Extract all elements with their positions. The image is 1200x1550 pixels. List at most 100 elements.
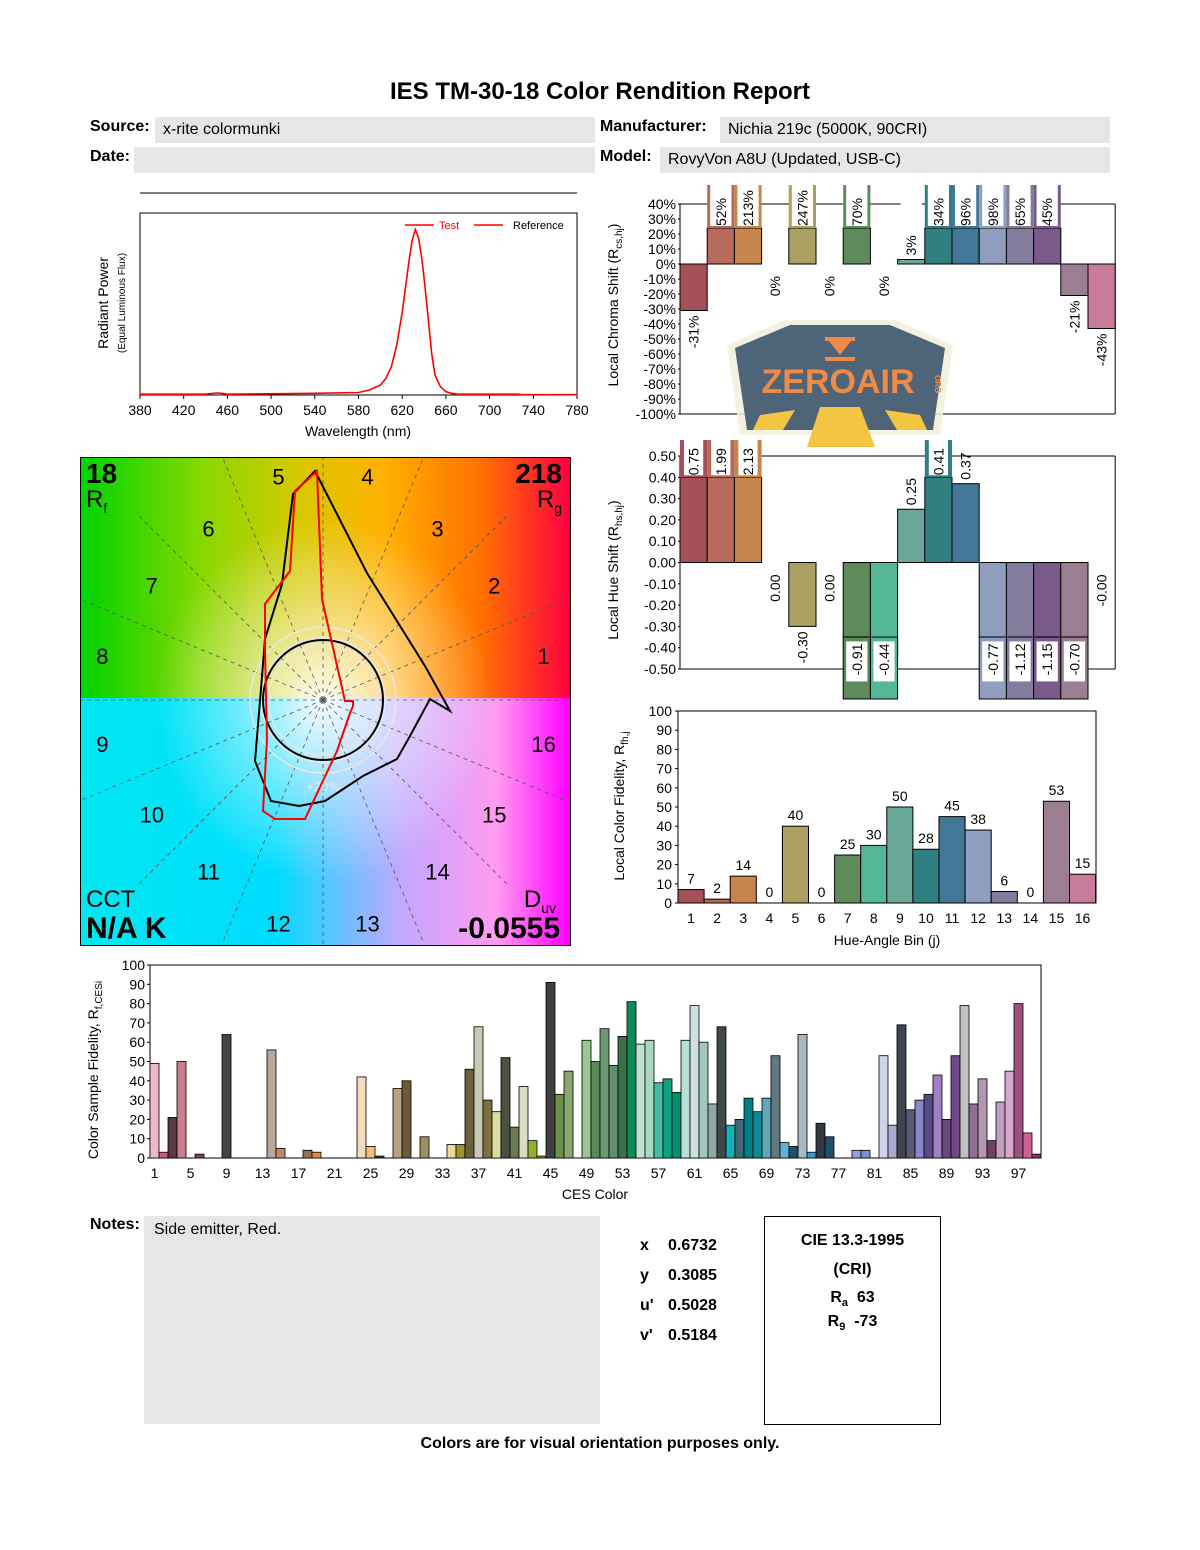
ces-bar bbox=[923, 1093, 934, 1159]
hue-bin-label: 14 bbox=[425, 859, 449, 884]
fidelity-bar bbox=[1042, 800, 1070, 904]
fidelity-ytick-label: 90 bbox=[656, 722, 672, 738]
fidelity-xtick-label: 9 bbox=[896, 910, 904, 926]
hue-bin-label: 5 bbox=[272, 464, 284, 489]
chroma-bar-label: 45% bbox=[1039, 198, 1055, 226]
hue-bar-label: -0.91 bbox=[849, 643, 865, 675]
watermark-ray-center bbox=[807, 407, 875, 447]
fidelity-bar-label: 2 bbox=[713, 880, 721, 896]
watermark-ray-left bbox=[753, 410, 795, 430]
ces-bar bbox=[806, 1151, 817, 1159]
ces-bar bbox=[689, 1005, 700, 1159]
ces-bar bbox=[1031, 1153, 1042, 1159]
ces-bar bbox=[671, 1091, 682, 1159]
ring-inner bbox=[249, 626, 397, 774]
spd-xtick-label: 620 bbox=[391, 402, 415, 418]
ces-bar bbox=[419, 1136, 430, 1159]
ces-ytick-label: 60 bbox=[129, 1034, 145, 1050]
spd-xtick-label: 500 bbox=[259, 402, 283, 418]
ces-xtick-label: 89 bbox=[939, 1165, 955, 1181]
chroma-bar bbox=[679, 263, 708, 311]
fidelity-xtick-label: 14 bbox=[1023, 910, 1039, 926]
ces-bar bbox=[860, 1149, 871, 1159]
fidelity-bar-label: 0 bbox=[1026, 884, 1034, 900]
watermark-triangle-icon bbox=[828, 340, 852, 355]
chroma-bar-label: 96% bbox=[958, 198, 974, 226]
fidelity-bar bbox=[860, 844, 888, 904]
hue-label-bg bbox=[738, 440, 758, 476]
hue-bar-label: -1.15 bbox=[1039, 643, 1055, 675]
ces-bar bbox=[851, 1149, 862, 1159]
v-prime-value: 0.5184 bbox=[668, 1327, 717, 1344]
x-label: x bbox=[640, 1237, 649, 1254]
fidelity-bar-label: 15 bbox=[1075, 855, 1091, 871]
ces-bar bbox=[518, 1086, 529, 1159]
ces-bar bbox=[365, 1146, 376, 1159]
source-label: Source: bbox=[90, 118, 150, 135]
zeroair-watermark: ZEROAIR ORG bbox=[727, 320, 953, 447]
ces-bar bbox=[878, 1055, 889, 1159]
spd-xtick-label: 780 bbox=[565, 402, 589, 418]
chroma-bar bbox=[951, 227, 980, 265]
ces-ytick-label: 100 bbox=[122, 957, 146, 973]
hue-bin-spoke bbox=[322, 699, 564, 800]
hue-label-bg bbox=[873, 641, 895, 682]
chroma-label-bg bbox=[982, 185, 1004, 226]
ces-ytick-label: 0 bbox=[137, 1150, 145, 1166]
hue-bar-label: 0.00 bbox=[822, 574, 838, 601]
hue-bin-spoke bbox=[82, 600, 324, 701]
ces-bar bbox=[608, 1064, 619, 1159]
fidelity-bar-label: 14 bbox=[735, 857, 751, 873]
ces-xtick-label: 85 bbox=[903, 1165, 919, 1181]
ces-xtick-label: 29 bbox=[399, 1165, 415, 1181]
spd-xtick-label: 660 bbox=[434, 402, 458, 418]
fidelity-bar bbox=[703, 898, 731, 904]
fidelity-xtick-label: 12 bbox=[970, 910, 986, 926]
fidelity-bar-label: 0 bbox=[818, 884, 826, 900]
ces-bar bbox=[509, 1126, 520, 1159]
ces-bar bbox=[752, 1111, 763, 1159]
fidelity-bar bbox=[938, 816, 966, 904]
hue-bar bbox=[679, 476, 708, 563]
ces-xtick-label: 41 bbox=[507, 1165, 523, 1181]
ring-minus-2 bbox=[267, 644, 379, 756]
watermark-suffix: ORG bbox=[933, 375, 942, 393]
fidelity-ytick-label: 40 bbox=[656, 818, 672, 834]
hue-bin-label: 10 bbox=[139, 802, 163, 827]
spd-xtick-label: 540 bbox=[303, 402, 327, 418]
hue-bin-spoke bbox=[322, 699, 423, 941]
fidelity-bar-label: 30 bbox=[866, 826, 882, 842]
chroma-bar-label: 65% bbox=[1012, 198, 1028, 226]
ces-xtick-label: 33 bbox=[435, 1165, 451, 1181]
fidelity-bar-label: 0 bbox=[765, 884, 773, 900]
hue-bar-label: 2.13 bbox=[740, 448, 756, 475]
fidelity-ytick-label: 60 bbox=[656, 780, 672, 796]
ces-xtick-label: 45 bbox=[543, 1165, 559, 1181]
hue-bar bbox=[951, 483, 980, 563]
hue-bin-label: 7 bbox=[146, 574, 158, 599]
date-label: Date: bbox=[90, 148, 131, 165]
hue-bin-label: 2 bbox=[488, 574, 500, 599]
ces-bar bbox=[500, 1057, 511, 1159]
hue-bin-label: 1 bbox=[538, 644, 550, 669]
hue-bar-label: -0.77 bbox=[985, 643, 1001, 675]
ces-bar bbox=[581, 1039, 592, 1159]
watermark-bar-top bbox=[825, 337, 855, 341]
hue-bin-label: 13 bbox=[355, 912, 379, 937]
source-field: x-rite colormunki bbox=[155, 117, 595, 143]
chroma-bar bbox=[978, 227, 1007, 265]
hue-ytick-label: 0.40 bbox=[649, 469, 676, 485]
ces-bar bbox=[959, 1005, 970, 1159]
chroma-ytick-label: -30% bbox=[643, 301, 676, 317]
notes-box: Side emitter, Red. bbox=[144, 1216, 600, 1424]
watermark-bar-bottom bbox=[825, 357, 855, 361]
ces-bar bbox=[536, 1155, 547, 1159]
ces-bar bbox=[527, 1140, 538, 1159]
notes-label: Notes: bbox=[90, 1216, 140, 1233]
rg-value: 218 bbox=[515, 458, 562, 489]
ces-bar bbox=[905, 1109, 916, 1159]
fidelity-ytick-label: 10 bbox=[656, 876, 672, 892]
spd-ylabel2: (Equal Luminous Flux) bbox=[117, 253, 128, 353]
